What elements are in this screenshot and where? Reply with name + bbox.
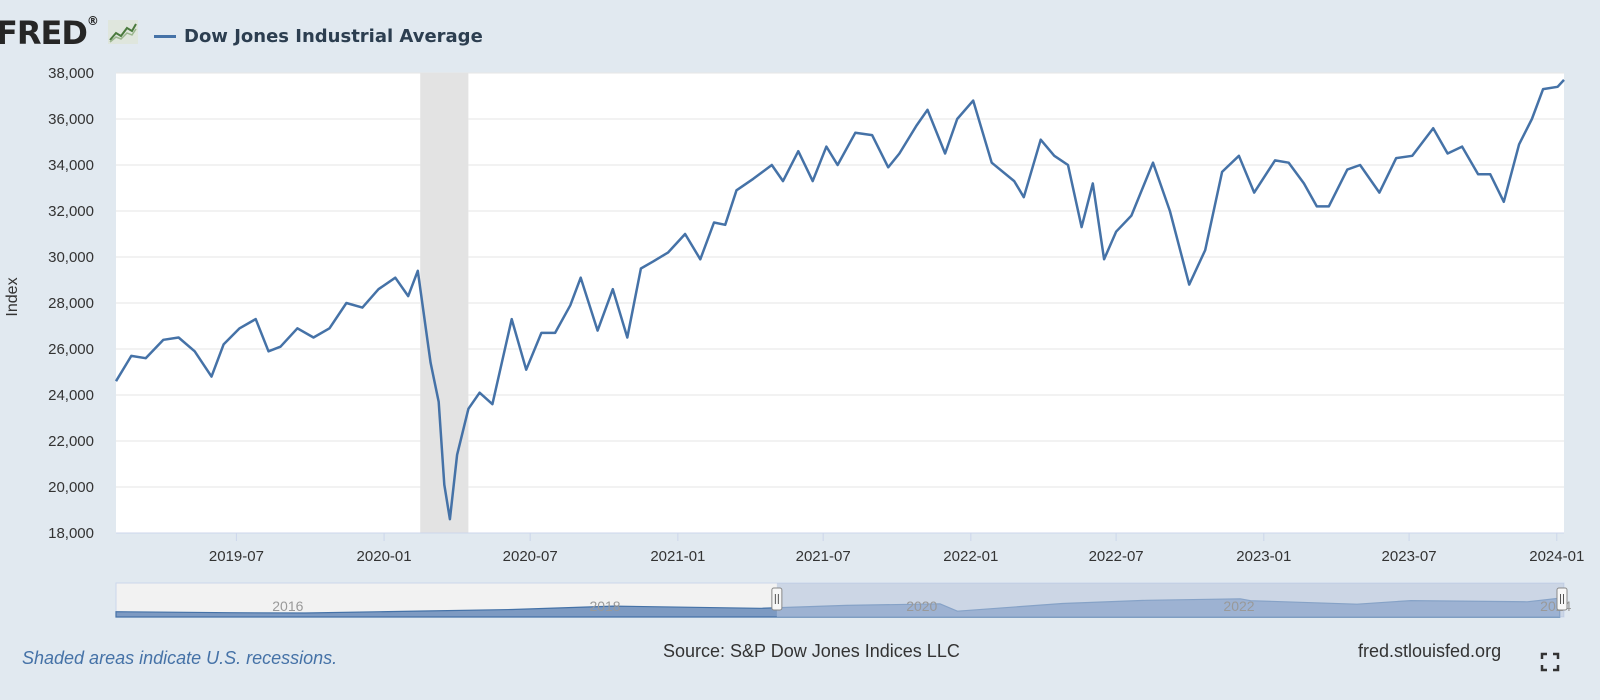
y-tick-label: 22,000 xyxy=(48,433,94,450)
chart-header: FRED® Dow Jones Industrial Average xyxy=(0,8,800,52)
x-tick-label: 2020-07 xyxy=(503,548,558,565)
navigator-year-label: 2022 xyxy=(1223,598,1254,614)
y-tick-label: 34,000 xyxy=(48,157,94,174)
fred-logo[interactable]: FRED® xyxy=(0,14,99,52)
source-text: Source: S&P Dow Jones Indices LLC xyxy=(663,641,960,661)
x-tick-label: 2022-01 xyxy=(943,548,998,565)
y-tick-label: 30,000 xyxy=(48,249,94,266)
navigator-year-label: 2020 xyxy=(906,598,937,614)
y-tick-label: 24,000 xyxy=(48,387,94,404)
x-tick-label: 2023-01 xyxy=(1236,548,1291,565)
logo-mark: ® xyxy=(86,14,99,28)
recession-note: Shaded areas indicate U.S. recessions. xyxy=(22,648,338,668)
recession-band xyxy=(420,73,469,533)
y-tick-label: 28,000 xyxy=(48,295,94,312)
legend[interactable]: Dow Jones Industrial Average xyxy=(154,26,483,47)
x-tick-label: 2021-07 xyxy=(796,548,851,565)
navigator-handle[interactable] xyxy=(1556,587,1568,611)
fullscreen-icon[interactable] xyxy=(1540,652,1560,672)
navigator-handle[interactable] xyxy=(771,587,783,611)
logo-text: FRED xyxy=(0,14,88,52)
y-tick-label: 32,000 xyxy=(48,203,94,220)
x-tick-label: 2023-07 xyxy=(1382,548,1437,565)
navigator-year-label: 2018 xyxy=(589,598,620,614)
legend-label: Dow Jones Industrial Average xyxy=(184,26,483,47)
legend-swatch xyxy=(154,35,176,38)
y-tick-label: 26,000 xyxy=(48,341,94,358)
x-tick-label: 2021-01 xyxy=(650,548,705,565)
chart[interactable]: 18,000 20,000 22,000 24,000 26,000 28,000 30,0… xyxy=(0,0,1600,630)
y-tick-label: 36,000 xyxy=(48,111,94,128)
series-line-djia[interactable] xyxy=(114,79,1565,521)
x-tick-label: 2022-07 xyxy=(1089,548,1144,565)
line-graph-icon xyxy=(108,20,138,44)
y-axis-title: Index xyxy=(4,277,21,316)
y-tick-label: 38,000 xyxy=(48,65,94,82)
x-tick-label: 2024-01 xyxy=(1529,548,1584,565)
site-link[interactable]: fred.stlouisfed.org xyxy=(1358,641,1502,661)
y-tick-label: 20,000 xyxy=(48,479,94,496)
y-tick-label: 18,000 xyxy=(48,525,94,542)
navigator-year-label: 2016 xyxy=(272,598,303,614)
navigator-selection[interactable] xyxy=(776,583,1564,617)
x-tick-label: 2019-07 xyxy=(209,548,264,565)
x-tick-label: 2020-01 xyxy=(357,548,412,565)
